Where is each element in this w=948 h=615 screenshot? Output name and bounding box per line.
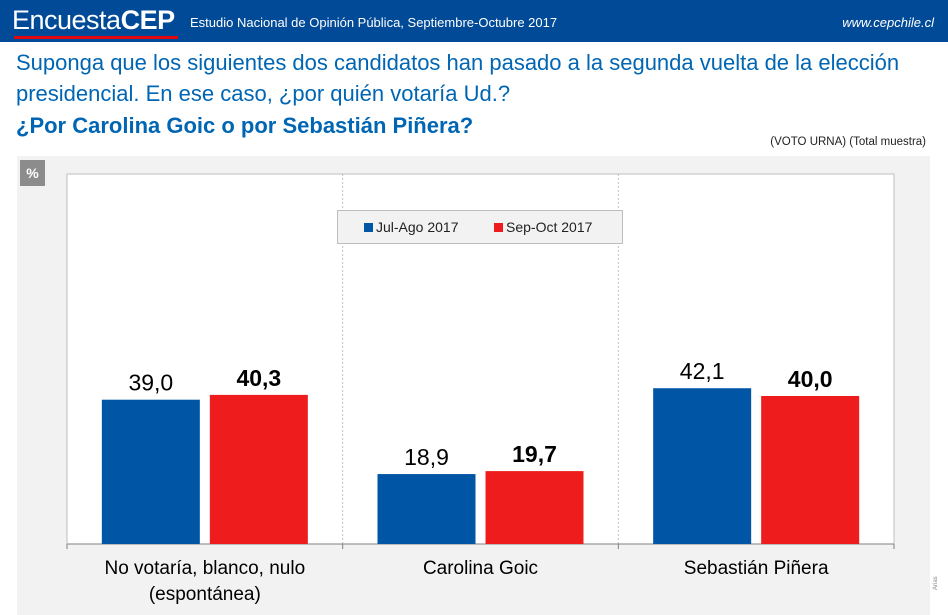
header-url[interactable]: www.cepchile.cl (842, 15, 934, 30)
data-label-jul-ago-2017-carolina-goic: 18,9 (404, 444, 449, 470)
bar-jul-ago-2017-carolina-goic (377, 474, 476, 544)
header-bar: EncuestaCEP Estudio Nacional de Opinión … (0, 0, 948, 42)
header-subtitle: Estudio Nacional de Opinión Pública, Sep… (190, 15, 558, 30)
x-tick-label: (espontánea) (149, 584, 261, 605)
chart-legend: Jul-Ago 2017 Sep-Oct 2017 (337, 210, 623, 244)
legend-item-sep-oct: Sep-Oct 2017 (494, 219, 592, 235)
data-label-jul-ago-2017-sebastian-pinera: 42,1 (680, 358, 725, 384)
x-tick-label: Carolina Goic (423, 558, 538, 579)
x-tick-label: Sebastián Piñera (684, 558, 829, 579)
question-text: Suponga que los siguientes dos candidato… (16, 50, 900, 106)
legend-swatch-jul-ago (364, 223, 373, 232)
bar-jul-ago-2017-sebastian-pinera (653, 388, 752, 544)
legend-item-jul-ago: Jul-Ago 2017 (364, 219, 459, 235)
side-credit: Arias (933, 576, 939, 590)
legend-label-sep-oct: Sep-Oct 2017 (506, 219, 593, 235)
data-label-sep-oct-2017-sebastian-pinera: 40,0 (788, 366, 833, 392)
bar-sep-oct-2017-sebastian-pinera (761, 396, 860, 544)
logo-underline (14, 36, 178, 39)
legend-label-jul-ago: Jul-Ago 2017 (376, 219, 459, 235)
x-tick-label: No votaría, blanco, nulo (104, 558, 305, 579)
bar-sep-oct-2017-carolina-goic (485, 471, 584, 544)
encuesta-cep-logo: EncuestaCEP (12, 5, 175, 35)
sample-note: (VOTO URNA) (Total muestra) (770, 136, 926, 148)
legend-swatch-sep-oct (494, 223, 503, 232)
percent-badge: % (20, 160, 45, 186)
bar-jul-ago-2017-no-votaria-blanco-nulo-espontanea (101, 399, 200, 544)
data-label-jul-ago-2017-no-votaria-blanco-nulo-espontanea: 39,0 (128, 370, 173, 396)
question-subtitle: ¿Por Carolina Goic o por Sebastián Piñer… (16, 113, 474, 138)
data-label-sep-oct-2017-carolina-goic: 19,7 (512, 441, 557, 467)
bar-sep-oct-2017-no-votaria-blanco-nulo-espontanea (209, 394, 308, 544)
data-label-sep-oct-2017-no-votaria-blanco-nulo-espontanea: 40,3 (236, 365, 281, 391)
